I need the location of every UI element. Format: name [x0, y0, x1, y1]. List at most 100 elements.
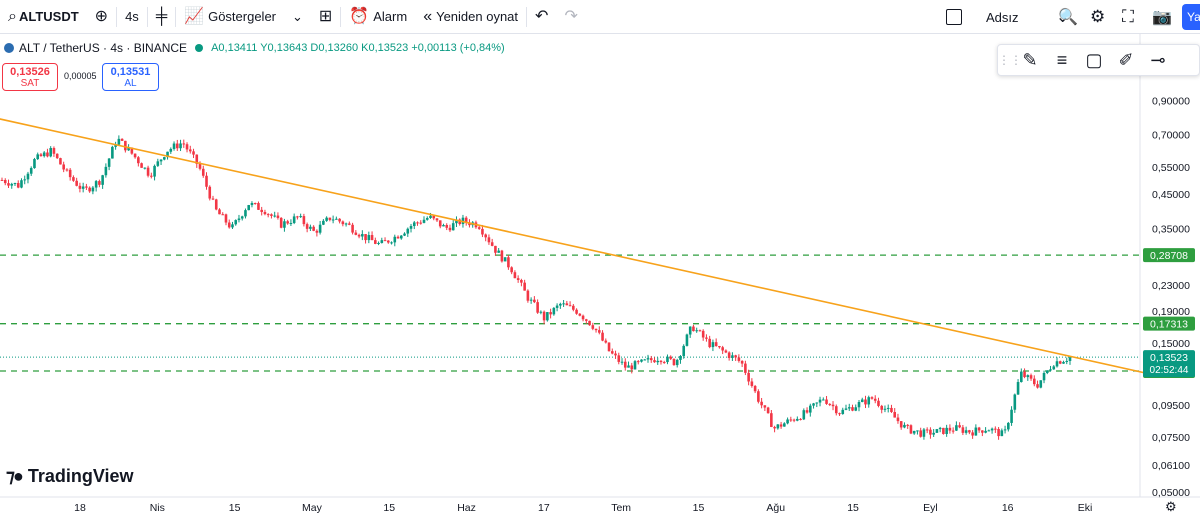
indicators-dropdown[interactable]: ⌄ — [284, 0, 311, 34]
candle-body — [234, 220, 238, 225]
undo-button[interactable]: ↶ — [527, 0, 556, 34]
candle — [257, 201, 260, 210]
candle-body — [581, 315, 585, 320]
snapshot-button[interactable]: 📷 — [1152, 0, 1172, 34]
candle-body — [909, 425, 913, 434]
redo-button[interactable]: ↷ — [556, 0, 585, 34]
toolbar-divider — [116, 6, 118, 27]
candle-body — [377, 242, 380, 244]
indicators-icon: 📈 — [184, 7, 205, 25]
candle — [341, 220, 345, 227]
candle — [1058, 360, 1062, 365]
candle-body — [205, 175, 208, 187]
candle-body — [714, 342, 718, 347]
buy-button[interactable]: 0,13531 AL — [102, 63, 159, 91]
rectangle-icon[interactable]: ▢ — [1085, 49, 1103, 70]
drag-handle-icon[interactable]: ⋮⋮ — [998, 53, 1022, 67]
candle-body — [224, 214, 228, 223]
candle-body — [1055, 361, 1059, 367]
time-axis[interactable]: 18 Nis 15 May 15 Haz 17 Tem 15 Ağu 15 Eyl 16 Eki — [74, 502, 1092, 514]
candle — [630, 362, 634, 374]
candle-body — [675, 359, 679, 366]
candle-body — [834, 406, 838, 414]
candle — [585, 318, 588, 324]
layout-name[interactable]: Adsız — [986, 9, 1019, 25]
candle-body — [919, 430, 922, 437]
candle-body — [283, 221, 286, 228]
candle-body — [1058, 361, 1062, 364]
candle — [16, 180, 20, 189]
line-color-icon[interactable]: ✎ — [1022, 49, 1038, 70]
sell-button[interactable]: 0,13526 SAT — [2, 63, 58, 91]
replay-button[interactable]: « Yeniden oynat — [415, 0, 526, 34]
alert-button[interactable]: ⏰ Alarm — [341, 0, 415, 34]
chart-type-button[interactable]: ╪ — [148, 0, 175, 34]
candle-body — [1003, 429, 1007, 431]
candle — [747, 369, 750, 386]
candle — [497, 247, 500, 253]
candle-body — [734, 355, 737, 358]
candle — [938, 426, 942, 433]
line-tool-icon[interactable]: ⊸ — [1150, 49, 1166, 70]
horizontal-levels[interactable] — [0, 254, 1140, 372]
candle-body — [1013, 394, 1017, 410]
compare-button[interactable]: ⊕ — [87, 0, 116, 34]
layout-dropdown[interactable]: ⌄ — [1056, 0, 1069, 34]
candle-body — [257, 203, 260, 210]
interval-button[interactable]: 4s — [117, 0, 147, 34]
candle — [289, 219, 293, 227]
trendline[interactable] — [0, 105, 1153, 376]
candle-body — [854, 407, 858, 411]
symbol-search[interactable]: ⌕ ALTUSDT — [0, 0, 87, 34]
layout-templates-button[interactable]: ⊞ — [311, 0, 340, 34]
candle — [633, 360, 637, 370]
candle — [958, 422, 961, 429]
candle-body — [179, 143, 182, 149]
candle-body — [247, 205, 251, 211]
price-tick-label: 0,45000 — [1152, 189, 1190, 201]
candle-body — [994, 428, 997, 430]
indicators-button[interactable]: 📈 Göstergeler — [176, 0, 284, 34]
candle-body — [883, 408, 887, 410]
candle — [659, 360, 663, 365]
candle — [481, 224, 484, 238]
legend-title[interactable]: ALT / TetherUS · 4s · BINANCE — [19, 41, 188, 55]
candle — [367, 231, 371, 244]
candle-body — [211, 198, 215, 200]
line-style-icon[interactable]: ≡ — [1056, 49, 1068, 70]
quick-search-button[interactable]: 🔍 — [1058, 0, 1078, 34]
candle — [984, 427, 987, 434]
time-tick-label: 15 — [693, 502, 705, 514]
candle-body — [867, 397, 871, 405]
trendline-line[interactable] — [0, 105, 1153, 376]
candle — [335, 216, 338, 220]
candle-body — [789, 419, 793, 421]
fullscreen-button[interactable]: ⛶ — [1122, 0, 1134, 34]
candle-body — [299, 216, 302, 218]
candle — [964, 426, 968, 435]
candle — [559, 302, 562, 309]
candle — [81, 182, 85, 193]
brush-icon[interactable]: ✐ — [1118, 49, 1134, 70]
price-tick-label: 0,07500 — [1152, 432, 1190, 444]
candle-body — [55, 153, 59, 159]
time-tick-label: 17 — [538, 502, 550, 514]
candle — [273, 211, 276, 218]
publish-button[interactable]: Ya — [1182, 4, 1200, 30]
candle-body — [331, 219, 335, 221]
candle-body — [666, 356, 669, 363]
candle — [20, 178, 23, 189]
candle-body — [779, 424, 783, 427]
price-tick-label: 0,19000 — [1152, 306, 1190, 318]
candle — [997, 427, 1000, 440]
price-axis[interactable]: 0,90000 0,70000 0,55000 0,45000 0,35000 0,230… — [1152, 95, 1190, 499]
axis-settings-button[interactable]: ⚙ — [1165, 499, 1177, 515]
time-tick-label: Ağu — [766, 502, 785, 514]
tradingview-logo[interactable]: ⁊● TradingView — [6, 466, 134, 487]
settings-button[interactable]: ⚙ — [1090, 0, 1105, 34]
layout-select-button[interactable] — [946, 0, 962, 34]
candle-body — [1065, 360, 1069, 362]
candle-body — [150, 175, 153, 177]
candle — [331, 215, 335, 224]
